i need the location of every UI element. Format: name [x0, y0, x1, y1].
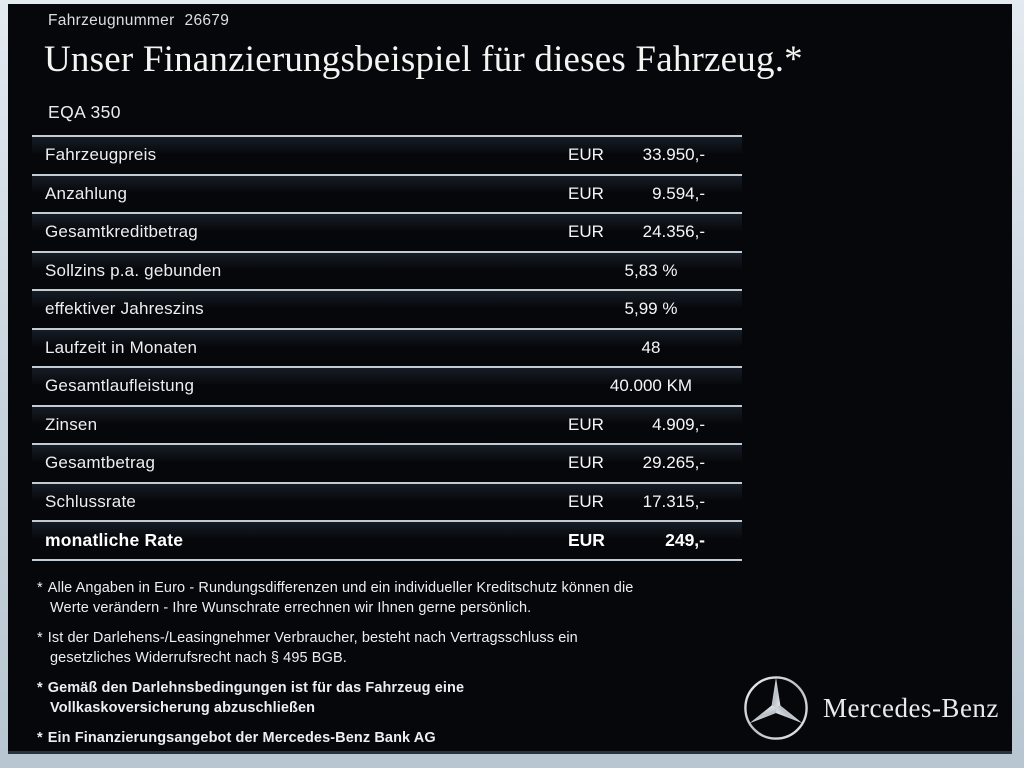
table-row: Zinsen EUR 4.909,- — [32, 406, 742, 445]
row-currency: EUR — [568, 222, 604, 242]
row-amount: 29.265,- — [642, 453, 705, 473]
table-row: effektiver Jahreszins 5,99 % — [32, 291, 742, 330]
mercedes-star-icon — [744, 676, 808, 740]
footnote-line: Vollkaskoversicherung abzuschließen — [50, 699, 777, 719]
row-currency: EUR — [568, 145, 604, 165]
footnote: * Gemäß den Darlehnsbedingungen ist für d… — [37, 679, 777, 718]
row-currency: EUR — [568, 414, 604, 434]
table-row: Fahrzeugpreis EUR 33.950,- — [32, 137, 742, 176]
footnote-marker: * — [37, 680, 43, 696]
footnote-text: Ein Finanzierungsangebot der Mercedes-Be… — [47, 730, 436, 746]
row-amount: 249,- — [665, 529, 705, 550]
footnote-text: gesetzliches Widerrufsrecht nach § 495 B… — [50, 649, 347, 666]
table-row: Laufzeit in Monaten 48 — [32, 329, 742, 368]
footnote-line: * Ist der Darlehens-/Leasingnehmer Verbra… — [37, 629, 777, 649]
vehicle-number-label: Fahrzeugnummer — [48, 12, 175, 29]
row-label: Gesamtlaufleistung — [45, 376, 195, 396]
footnote-text: Alle Angaben in Euro - Rundungsdifferenz… — [47, 580, 634, 596]
row-label: Sollzins p.a. gebunden — [45, 260, 222, 280]
row-label: Gesamtbetrag — [45, 453, 156, 473]
page-title: Unser Finanzierungsbeispiel für dieses F… — [44, 39, 803, 80]
row-currency: EUR — [568, 529, 605, 550]
footnote-line: Werte verändern - Ihre Wunschrate errech… — [50, 599, 777, 619]
row-value: 48 — [560, 338, 742, 358]
footnote-marker: * — [37, 630, 43, 646]
row-value: 5,99 % — [560, 299, 742, 319]
footnote: * Ein Finanzierungsangebot der Mercedes-B… — [37, 729, 777, 749]
row-value: 5,83 % — [560, 261, 742, 281]
footnote-marker: * — [37, 580, 43, 596]
table-row: Gesamtbetrag EUR 29.265,- — [32, 445, 742, 484]
footnote-text: Werte verändern - Ihre Wunschrate errech… — [50, 599, 532, 616]
footnotes: * Alle Angaben in Euro - Rundungsdifferen… — [37, 579, 777, 760]
footnote-line: * Alle Angaben in Euro - Rundungsdifferen… — [37, 579, 777, 599]
row-value: EUR 17.315,- — [560, 492, 742, 512]
footnote-text: Ist der Darlehens-/Leasingnehmer Verbrau… — [47, 630, 578, 646]
footnote-line: * Gemäß den Darlehnsbedingungen ist für d… — [37, 679, 777, 699]
row-label: Schlussrate — [45, 491, 137, 511]
row-value: EUR 249,- — [560, 530, 742, 551]
row-amount: 40.000 KM — [609, 376, 693, 396]
finance-table: Fahrzeugpreis EUR 33.950,- Anzahlung EUR 9.59… — [32, 135, 742, 561]
row-value: 40.000 KM — [560, 376, 742, 396]
footnote-line: gesetzliches Widerrufsrecht nach § 495 B… — [50, 649, 777, 669]
vehicle-number: Fahrzeugnummer 26679 — [48, 12, 229, 30]
row-amount: 5,83 % — [624, 260, 678, 280]
row-currency: EUR — [568, 491, 604, 511]
row-value: EUR 9.594,- — [560, 184, 742, 204]
table-row: Gesamtkreditbetrag EUR 24.356,- — [32, 214, 742, 253]
finance-sheet-panel: Fahrzeugnummer 26679 Unser Finanzierungsb… — [8, 4, 1012, 754]
row-amount: 48 — [641, 337, 661, 357]
row-label: Fahrzeugpreis — [45, 145, 157, 165]
footnote: * Alle Angaben in Euro - Rundungsdifferen… — [37, 579, 777, 618]
brand-block: Mercedes-Benz — [742, 674, 999, 742]
footnote-line: * Ein Finanzierungsangebot der Mercedes-B… — [37, 729, 777, 749]
footnote-marker: * — [37, 730, 43, 746]
footnote: * Ist der Darlehens-/Leasingnehmer Verbra… — [37, 629, 777, 668]
table-row: Anzahlung EUR 9.594,- — [32, 175, 742, 214]
row-amount: 17.315,- — [642, 491, 705, 511]
row-value: EUR 24.356,- — [560, 222, 742, 242]
table-row: Sollzins p.a. gebunden 5,83 % — [32, 252, 742, 291]
row-value: EUR 29.265,- — [560, 453, 742, 473]
row-value: EUR 4.909,- — [560, 415, 742, 435]
model-name: EQA 350 — [48, 102, 121, 122]
row-currency: EUR — [568, 453, 604, 473]
table-row: Gesamtlaufleistung 40.000 KM — [32, 368, 742, 407]
row-label: Anzahlung — [45, 183, 128, 203]
row-label: Gesamtkreditbetrag — [45, 222, 198, 242]
row-amount: 9.594,- — [652, 183, 705, 203]
row-amount: 33.950,- — [642, 145, 705, 165]
row-amount: 5,99 % — [624, 299, 678, 319]
footnote-text: Gemäß den Darlehnsbedingungen ist für da… — [47, 680, 465, 696]
brand-wordmark: Mercedes-Benz — [823, 692, 999, 723]
vehicle-number-value: 26679 — [184, 12, 230, 29]
table-row: monatliche Rate EUR 249,- — [32, 522, 742, 561]
row-value: EUR 33.950,- — [560, 145, 742, 165]
row-label: monatliche Rate — [45, 529, 184, 550]
row-label: Zinsen — [45, 414, 98, 434]
row-amount: 4.909,- — [652, 414, 705, 434]
footnote-text: Vollkaskoversicherung abzuschließen — [50, 699, 316, 716]
row-label: effektiver Jahreszins — [45, 299, 204, 319]
row-label: Laufzeit in Monaten — [45, 337, 198, 357]
row-currency: EUR — [568, 183, 604, 203]
table-row: Schlussrate EUR 17.315,- — [32, 483, 742, 522]
row-amount: 24.356,- — [642, 222, 705, 242]
